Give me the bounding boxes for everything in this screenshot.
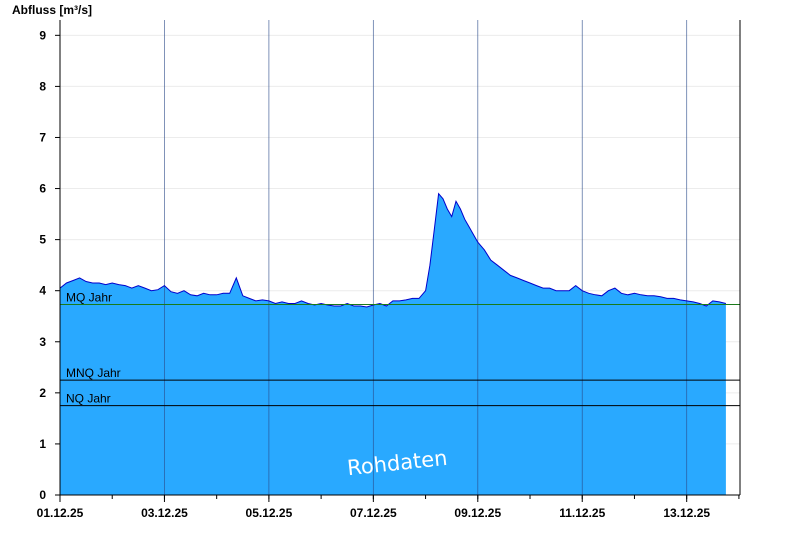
y-tick-label: 5 <box>39 233 46 247</box>
y-tick-label: 2 <box>39 386 46 400</box>
discharge-area <box>60 193 726 495</box>
y-tick-label: 3 <box>39 335 46 349</box>
discharge-line <box>59 192 727 308</box>
y-tick-label: 7 <box>39 130 46 144</box>
x-tick-label: 05.12.25 <box>246 506 293 520</box>
reference-line-label: NQ Jahr <box>66 392 111 406</box>
x-tick-label: 13.12.25 <box>663 506 710 520</box>
reference-line-label: MNQ Jahr <box>66 366 121 380</box>
reference-lines: MQ Jahr MNQ Jahr NQ Jahr <box>60 290 740 407</box>
x-tick-label: 09.12.25 <box>454 506 501 520</box>
y-tick-label: 0 <box>39 488 46 502</box>
axes: 0 1 2 3 4 5 6 7 8 9 01.12.25 03.12.25 05.12.25 07.12.… <box>37 20 741 520</box>
y-tick-label: 9 <box>39 28 46 42</box>
x-tick-label: 07.12.25 <box>350 506 397 520</box>
y-tick-label: 8 <box>39 79 46 93</box>
y-tick-label: 1 <box>39 437 46 451</box>
y-tick-label: 4 <box>39 284 46 298</box>
x-tick-label: 11.12.25 <box>559 506 605 520</box>
x-tick-label: 01.12.25 <box>37 506 84 520</box>
reference-line-label: MQ Jahr <box>66 290 112 304</box>
y-tick-label: 6 <box>39 182 46 196</box>
x-tick-label: 03.12.25 <box>141 506 188 520</box>
y-axis-title: Abfluss [m³/s] <box>12 3 92 17</box>
day-gridlines <box>164 20 688 495</box>
